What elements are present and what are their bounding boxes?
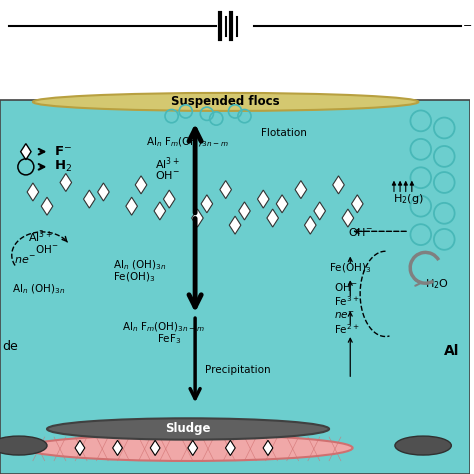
Text: ne$^{-}$: ne$^{-}$: [334, 310, 354, 321]
Polygon shape: [267, 209, 279, 227]
Text: H$_2$O: H$_2$O: [426, 277, 449, 292]
Text: OH$^{-}$: OH$^{-}$: [334, 281, 357, 293]
Polygon shape: [83, 190, 95, 208]
Polygon shape: [150, 440, 160, 456]
Polygon shape: [21, 144, 31, 160]
Text: ne$^{-}$: ne$^{-}$: [14, 255, 36, 266]
Polygon shape: [27, 183, 39, 201]
Ellipse shape: [33, 93, 419, 111]
Text: Al$^{3+}$: Al$^{3+}$: [28, 228, 53, 246]
Polygon shape: [75, 440, 85, 456]
Text: F$^{-}$: F$^{-}$: [54, 145, 72, 158]
Ellipse shape: [47, 419, 329, 440]
Text: Fe$^{2+}$: Fe$^{2+}$: [334, 322, 360, 337]
Polygon shape: [154, 202, 165, 220]
Text: Al: Al: [444, 344, 460, 358]
Polygon shape: [164, 190, 175, 208]
Polygon shape: [263, 440, 273, 456]
Text: OH$^{-}$: OH$^{-}$: [155, 169, 180, 182]
Text: H$_2$: H$_2$: [54, 159, 72, 174]
Text: Suspended flocs: Suspended flocs: [172, 95, 280, 109]
Polygon shape: [226, 440, 235, 456]
Polygon shape: [126, 197, 137, 215]
Polygon shape: [295, 181, 307, 199]
Text: Al$_n$ F$_m$(OH)$_{3n-m}$: Al$_n$ F$_m$(OH)$_{3n-m}$: [146, 136, 228, 149]
Polygon shape: [257, 190, 269, 208]
Polygon shape: [60, 173, 72, 191]
Text: Al$_n$ (OH)$_{3n}$: Al$_n$ (OH)$_{3n}$: [12, 283, 65, 296]
Polygon shape: [191, 209, 203, 227]
Polygon shape: [229, 216, 241, 234]
Polygon shape: [41, 197, 53, 215]
Polygon shape: [220, 181, 231, 199]
Text: Fe$^{3+}$: Fe$^{3+}$: [334, 294, 360, 308]
Polygon shape: [201, 195, 213, 213]
Polygon shape: [352, 195, 363, 213]
Text: Al$_n$ F$_m$(OH)$_{3n-m}$: Al$_n$ F$_m$(OH)$_{3n-m}$: [122, 320, 205, 334]
Text: −: −: [463, 21, 473, 31]
Polygon shape: [239, 202, 250, 220]
Text: Fe(OH)$_3$: Fe(OH)$_3$: [113, 271, 155, 284]
Polygon shape: [314, 202, 326, 220]
Text: Al$_n$ (OH)$_{3n}$: Al$_n$ (OH)$_{3n}$: [113, 259, 166, 272]
Polygon shape: [113, 440, 122, 456]
Text: OH$^{-}$: OH$^{-}$: [348, 226, 373, 238]
Text: H$_2$(g): H$_2$(g): [392, 192, 423, 206]
Ellipse shape: [24, 435, 353, 461]
Bar: [0, 100, 470, 474]
Polygon shape: [276, 195, 288, 213]
Text: FeF$_3$: FeF$_3$: [157, 332, 182, 346]
Polygon shape: [342, 209, 354, 227]
Text: Al$^{3+}$: Al$^{3+}$: [155, 155, 180, 172]
Ellipse shape: [0, 436, 47, 455]
Text: Flotation: Flotation: [261, 128, 307, 138]
Polygon shape: [304, 216, 316, 234]
Text: Fe(OH)$_3$: Fe(OH)$_3$: [329, 261, 372, 274]
Ellipse shape: [395, 436, 451, 455]
Text: OH$^{-}$: OH$^{-}$: [35, 243, 59, 255]
Polygon shape: [188, 440, 198, 456]
Text: Sludge: Sludge: [165, 422, 211, 436]
Polygon shape: [135, 176, 147, 194]
Polygon shape: [333, 176, 344, 194]
Text: Precipitation: Precipitation: [204, 365, 270, 375]
Polygon shape: [98, 183, 109, 201]
Text: de: de: [2, 339, 18, 353]
